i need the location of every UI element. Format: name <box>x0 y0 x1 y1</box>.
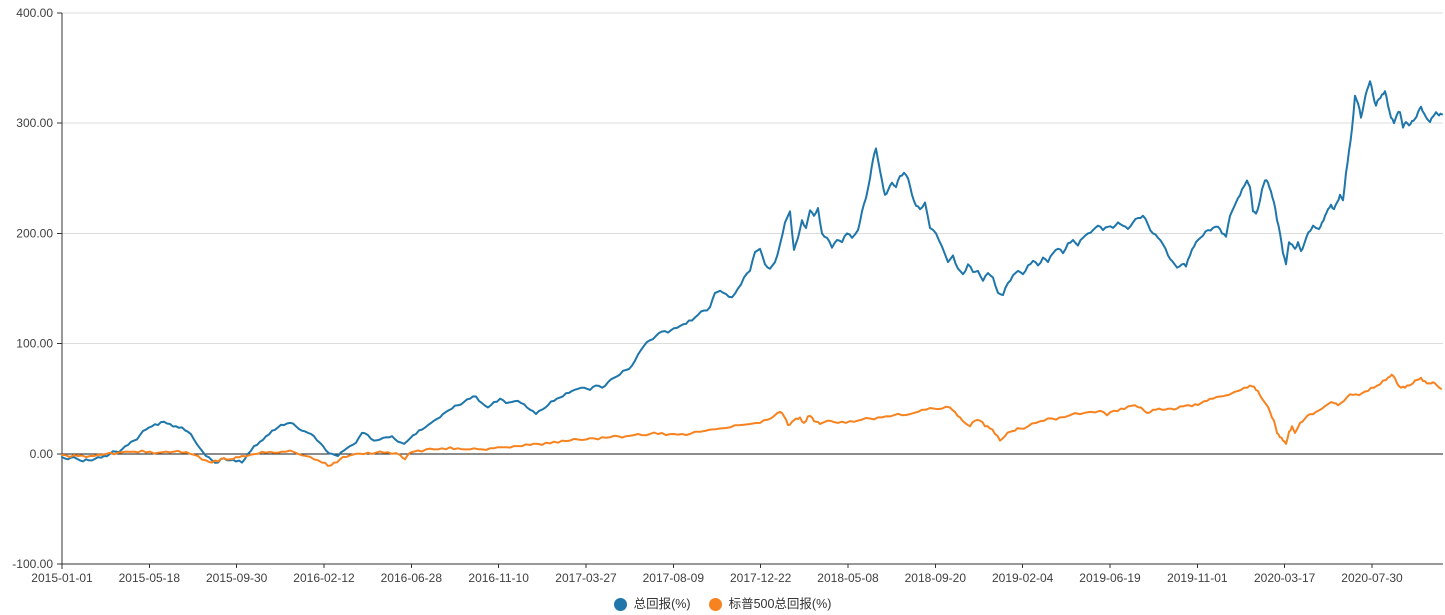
x-axis-label: 2016-11-10 <box>468 571 529 585</box>
x-axis-label: 2020-03-17 <box>1254 571 1316 585</box>
x-axis-label: 2018-09-20 <box>905 571 967 585</box>
y-axis-label: -100.00 <box>12 557 53 571</box>
orange-series-marker-icon <box>708 598 722 611</box>
y-axis-label: 300.00 <box>16 116 53 130</box>
x-axis-label: 2020-07-30 <box>1341 571 1403 585</box>
legend-label-sp500-total-return: 标普500总回报(%) <box>728 597 832 612</box>
y-axis-label: 400.00 <box>16 6 53 20</box>
total-return-line <box>61 80 1443 464</box>
x-axis-label: 2019-02-04 <box>992 571 1054 585</box>
y-axis-label: 100.00 <box>16 337 53 351</box>
y-axis-label: 0.00 <box>30 447 54 461</box>
x-axis-label: 2017-08-09 <box>643 571 705 585</box>
legend-item-sp500-total-return[interactable]: 标普500总回报(%) <box>708 597 832 612</box>
x-axis-label: 2015-05-18 <box>119 571 181 585</box>
chart-legend: 总回报(%) 标普500总回报(%) <box>0 598 1445 611</box>
x-axis-label: 2015-09-30 <box>206 571 268 585</box>
x-axis-label: 2018-05-08 <box>817 571 879 585</box>
x-axis-label: 2016-06-28 <box>381 571 443 585</box>
x-axis-label: 2019-11-01 <box>1167 571 1228 585</box>
legend-label-total-return: 总回报(%) <box>633 597 691 612</box>
legend-item-total-return[interactable]: 总回报(%) <box>613 597 691 612</box>
x-axis-label: 2019-06-19 <box>1079 571 1141 585</box>
x-axis-label: 2017-12-22 <box>730 571 792 585</box>
x-axis-label: 2016-02-12 <box>293 571 355 585</box>
y-axis-label: 200.00 <box>16 226 53 240</box>
sp500-total-return-line <box>61 373 1442 467</box>
blue-series-marker-icon <box>613 598 627 611</box>
x-axis-label: 2015-01-01 <box>31 571 93 585</box>
x-axis-label: 2017-03-27 <box>555 571 617 585</box>
